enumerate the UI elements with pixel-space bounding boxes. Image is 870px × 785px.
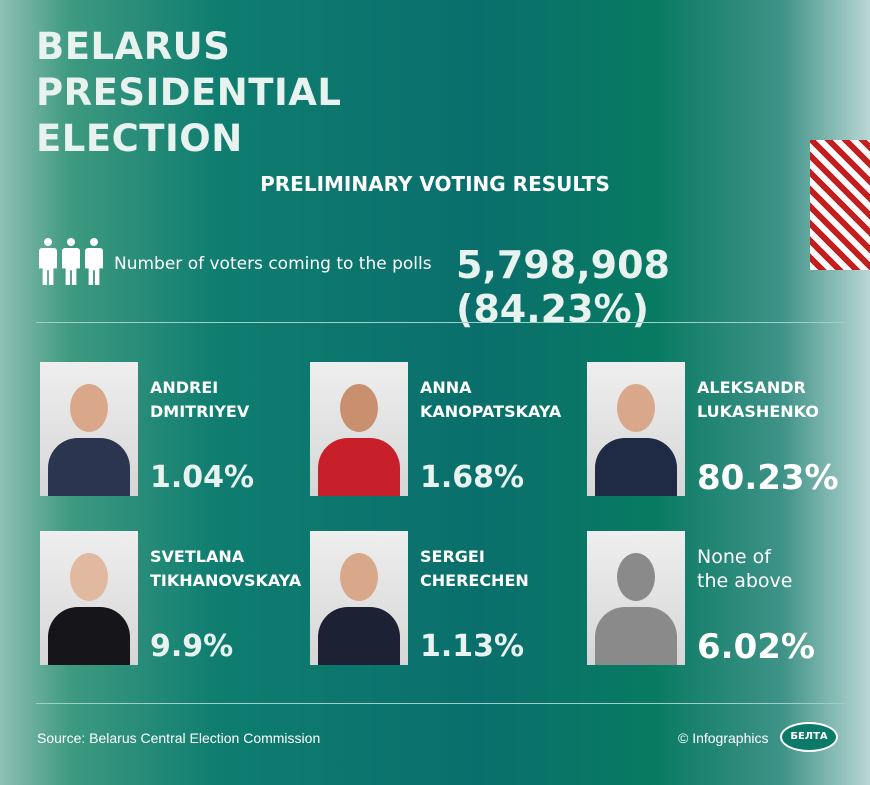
option-percent: 6.02% [697,627,815,667]
belarus-flag-image [370,0,870,270]
candidate-name: ANDREI DMITRIYEV [150,378,250,421]
turnout-label: Number of voters coming to the polls [114,253,432,274]
candidate-percent: 80.23% [697,458,839,498]
candidate-percent: 1.04% [150,460,255,495]
candidate-photo [40,362,138,496]
page-title: BELARUS PRESIDENTIAL ELECTION [36,25,342,160]
candidate-percent: 9.9% [150,629,234,664]
divider [36,703,844,704]
candidate-card: SVETLANA TIKHANOVSKAYA 9.9% [40,531,302,666]
candidate-photo [40,531,138,665]
candidate-photo [310,531,408,665]
option-name: None of the above [697,546,793,592]
candidate-card: ANNA KANOPATSKAYA 1.68% [310,362,570,497]
candidate-percent: 1.68% [420,460,525,495]
candidate-card: SERGEI CHERECHEN 1.13% [310,531,570,666]
silhouette-icon [587,531,685,665]
credit-text: © Infographics [678,730,769,746]
turnout-row: Number of voters coming to the polls [38,238,432,285]
source-text: Source: Belarus Central Election Commiss… [37,730,321,746]
divider [36,322,844,323]
candidate-percent: 1.13% [420,629,525,664]
candidate-name: ANNA KANOPATSKAYA [420,378,562,421]
turnout-value: 5,798,908 (84.23%) [456,243,670,331]
candidate-name: ALEKSANDR LUKASHENKO [697,378,819,421]
candidate-photo [587,362,685,496]
candidate-card: ALEKSANDR LUKASHENKO 80.23% [587,362,847,498]
none-of-the-above-card: None of the above 6.02% [587,531,847,667]
candidate-name: SERGEI CHERECHEN [420,547,529,590]
candidate-name: SVETLANA TIKHANOVSKAYA [150,547,302,590]
candidate-card: ANDREI DMITRIYEV 1.04% [40,362,300,497]
people-icon [38,238,104,285]
subtitle: PRELIMINARY VOTING RESULTS [260,172,610,196]
candidate-photo [310,362,408,496]
belta-logo: БЕЛТА [780,722,838,752]
